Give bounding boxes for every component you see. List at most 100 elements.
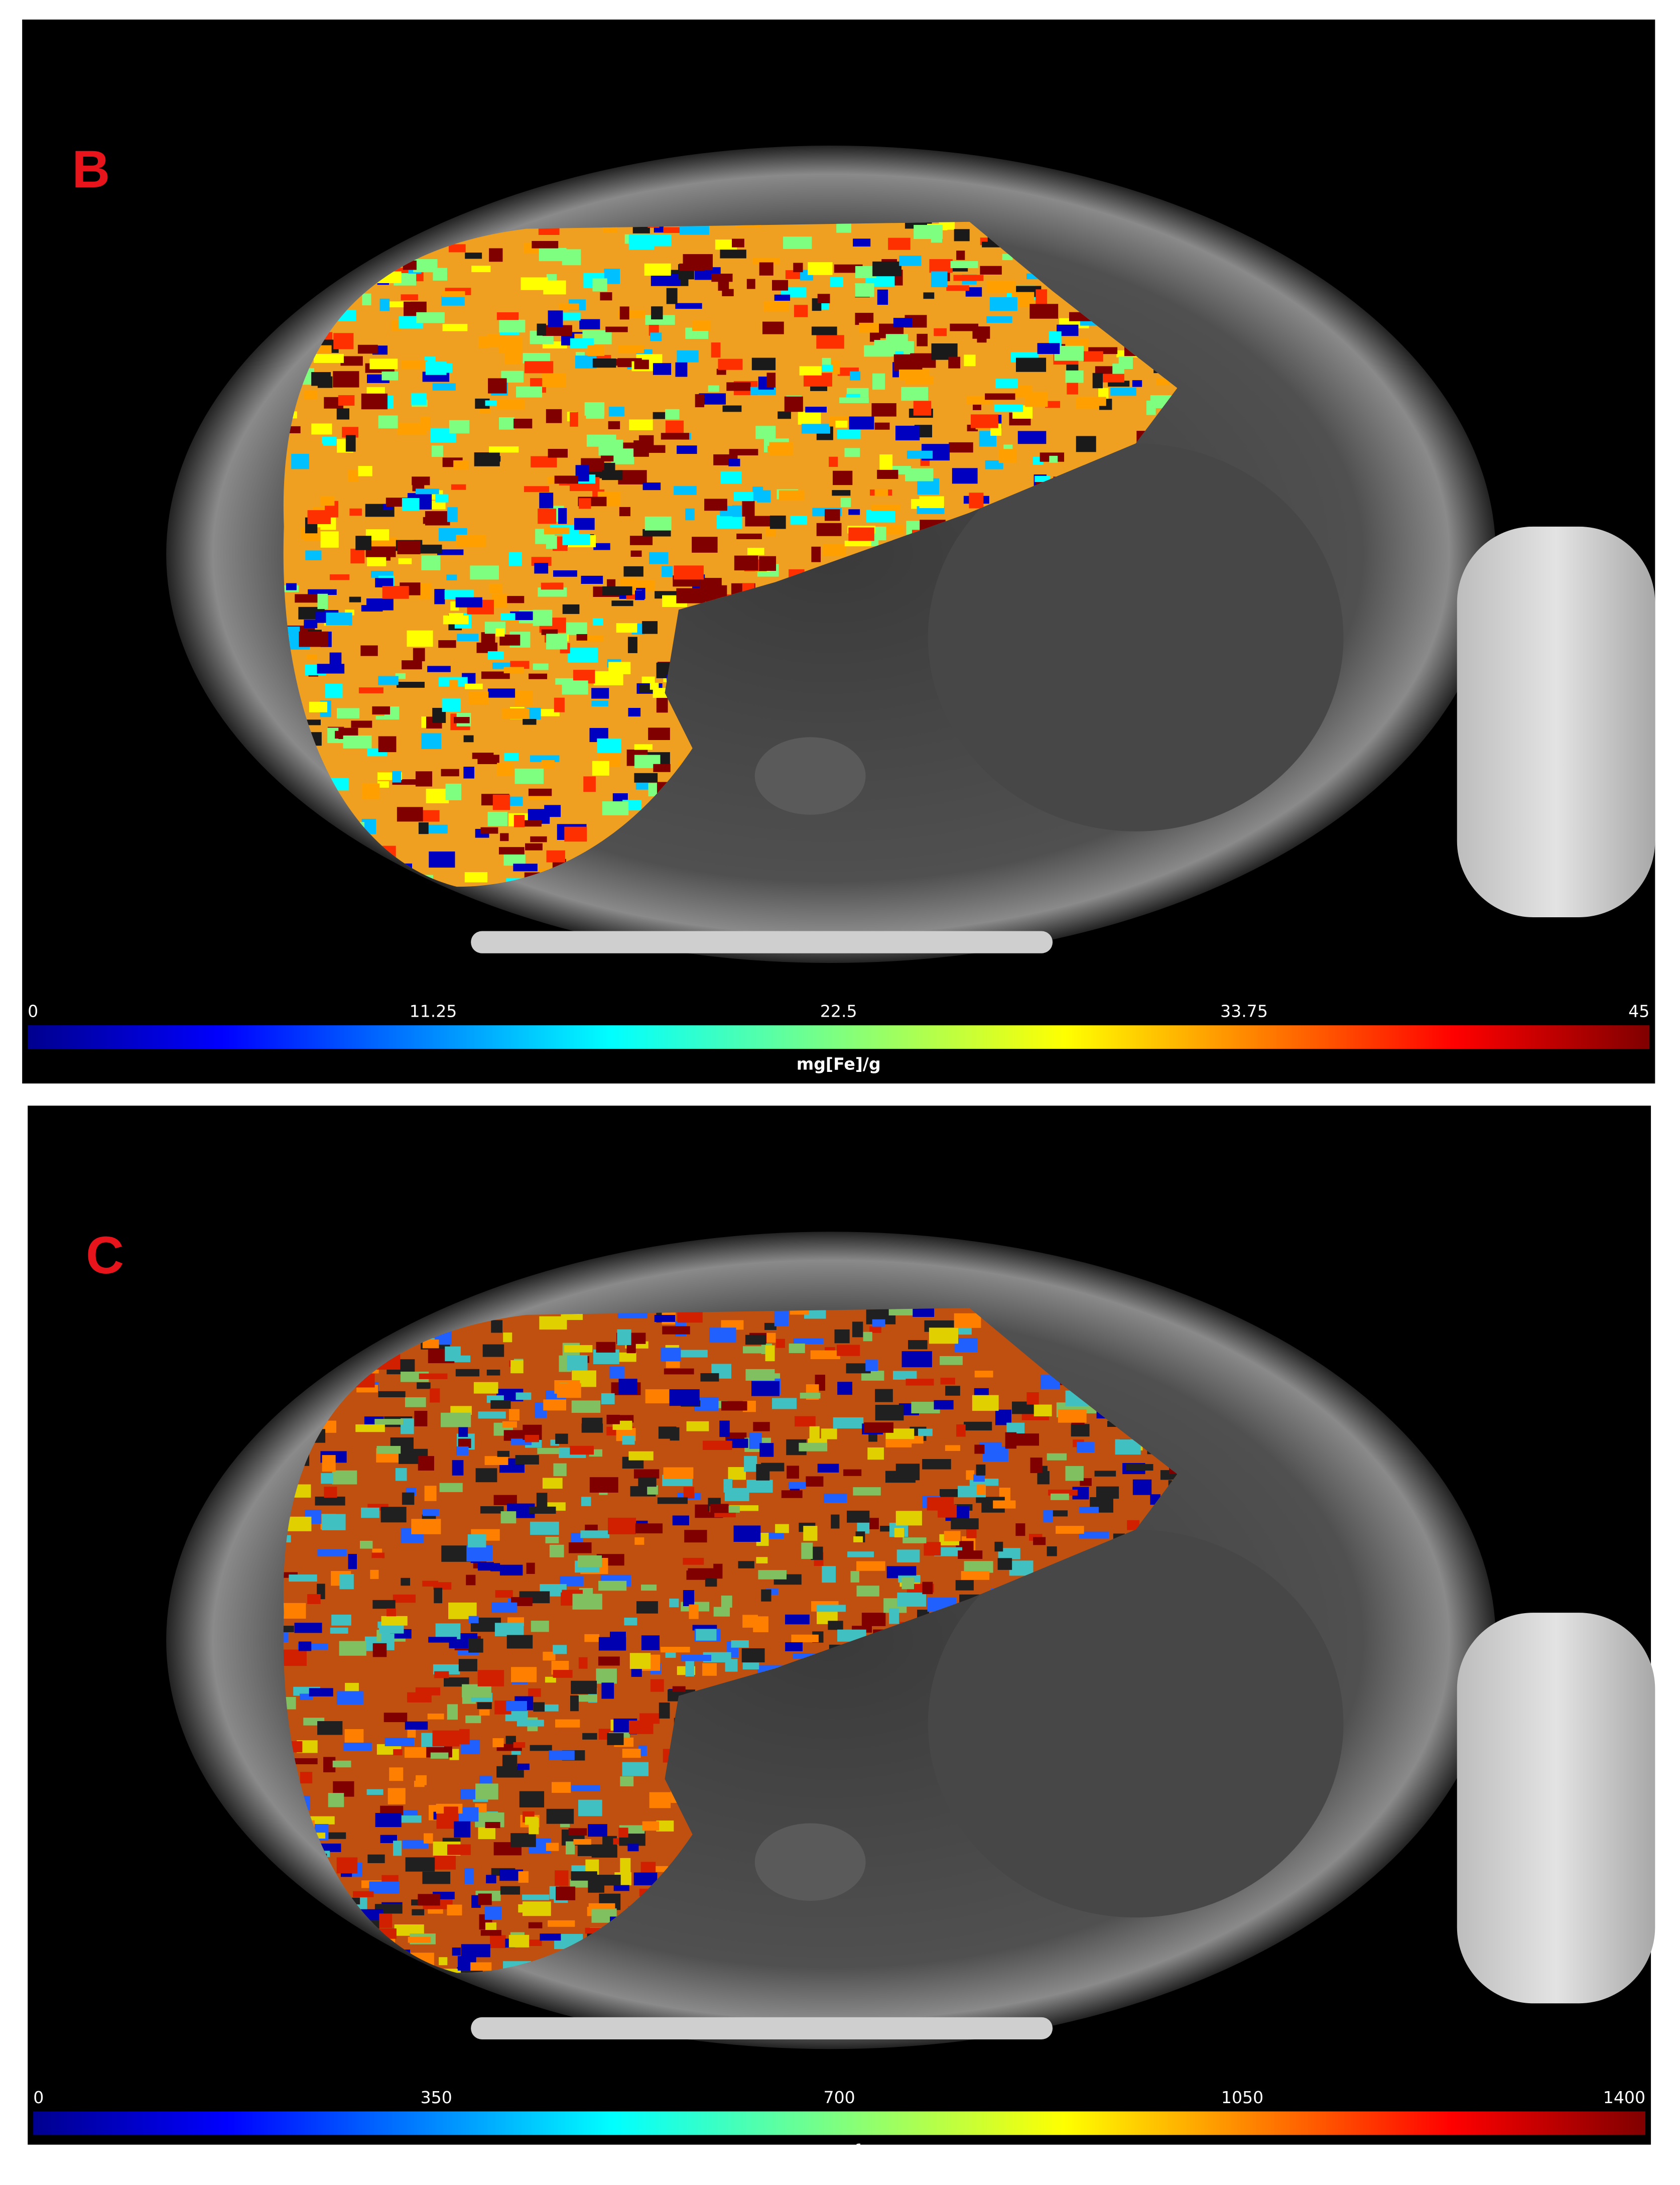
map-cell <box>344 1729 364 1745</box>
map-cell <box>559 303 579 310</box>
map-cell <box>762 321 784 334</box>
map-cell <box>504 352 521 365</box>
map-cell <box>499 1564 523 1576</box>
map-cell <box>367 1854 385 1863</box>
map-cell <box>624 1617 637 1626</box>
map-cell <box>885 334 908 342</box>
map-cell <box>1017 431 1047 444</box>
map-cell <box>1065 370 1084 383</box>
map-cell <box>965 287 982 297</box>
map-cell <box>458 1424 468 1437</box>
map-cell <box>756 1464 770 1481</box>
map-cell <box>336 1857 358 1874</box>
map-cell <box>500 833 509 841</box>
map-cell <box>596 1668 617 1684</box>
map-cell <box>283 1603 306 1619</box>
map-cell <box>847 1551 874 1557</box>
map-cell <box>906 1379 934 1386</box>
map-cell <box>864 1422 894 1433</box>
map-cell <box>530 1521 559 1535</box>
map-cell <box>320 496 335 506</box>
map-cell <box>973 1474 985 1482</box>
map-cell <box>570 1445 594 1455</box>
map-cell <box>1126 1464 1153 1471</box>
map-cell <box>651 306 663 320</box>
map-cell <box>529 1817 539 1835</box>
map-cell <box>856 1561 885 1571</box>
map-cell <box>446 574 457 581</box>
map-cell <box>741 1648 765 1663</box>
map-cell <box>539 493 554 509</box>
map-cell <box>736 533 762 539</box>
map-cell <box>543 1651 556 1661</box>
map-cell <box>977 1484 985 1495</box>
stomach <box>928 1529 1344 1918</box>
map-cell <box>799 366 822 376</box>
map-cell <box>491 593 507 608</box>
map-cell <box>888 237 911 250</box>
map-cell <box>616 1352 636 1362</box>
map-cell <box>556 1886 576 1900</box>
map-cell <box>587 345 605 356</box>
map-cell <box>295 594 319 603</box>
map-cell <box>733 1525 761 1542</box>
map-cell <box>328 1793 344 1807</box>
map-cell <box>781 1490 803 1498</box>
map-cell <box>470 1962 492 1971</box>
map-cell <box>622 1435 635 1445</box>
map-cell <box>458 1438 471 1448</box>
map-cell <box>894 1528 904 1538</box>
panel-letter: B <box>72 140 110 199</box>
map-cell <box>457 634 479 642</box>
map-cell <box>473 1382 498 1394</box>
map-cell <box>856 1586 879 1597</box>
map-cell <box>495 628 505 637</box>
map-cell <box>634 359 649 370</box>
map-cell <box>801 424 830 434</box>
map-cell <box>480 827 498 834</box>
map-cell <box>574 518 595 530</box>
map-cell <box>374 1419 404 1425</box>
map-cell <box>660 1647 690 1653</box>
map-cell <box>793 263 803 273</box>
map-cell <box>326 613 352 626</box>
map-cell <box>642 482 661 491</box>
map-cell <box>727 1438 748 1448</box>
map-cell <box>402 498 420 511</box>
map-cell <box>877 289 888 305</box>
map-cell <box>918 1428 933 1436</box>
map-cell <box>372 1643 387 1657</box>
map-cell <box>513 864 538 872</box>
map-cell <box>785 1614 810 1625</box>
map-cell <box>567 1355 588 1371</box>
map-cell <box>709 1327 736 1343</box>
map-cell <box>982 241 1004 248</box>
map-cell <box>392 779 422 785</box>
map-cell <box>611 600 633 606</box>
map-cell <box>306 654 317 660</box>
map-cell <box>592 618 603 626</box>
map-cell <box>627 1844 639 1852</box>
map-cell <box>361 783 380 800</box>
map-cell <box>404 1747 427 1758</box>
map-cell <box>369 1881 400 1894</box>
map-cell <box>434 589 445 604</box>
map-cell <box>976 1464 986 1476</box>
colorbar-tick-label: 700 <box>824 2088 855 2107</box>
map-cell <box>775 1524 789 1533</box>
map-cell <box>553 1645 567 1654</box>
map-cell <box>790 516 808 525</box>
map-cell <box>375 578 394 587</box>
map-cell <box>337 708 360 718</box>
map-cell <box>514 768 544 784</box>
map-cell <box>602 801 629 815</box>
map-cell <box>853 1536 863 1542</box>
table-edge <box>471 2017 1053 2039</box>
map-cell <box>576 634 587 641</box>
map-cell <box>888 1308 919 1316</box>
map-cell <box>937 1504 957 1518</box>
map-cell <box>464 683 483 689</box>
map-cell <box>791 1634 819 1642</box>
map-cell <box>784 396 803 412</box>
map-cell <box>378 676 399 685</box>
